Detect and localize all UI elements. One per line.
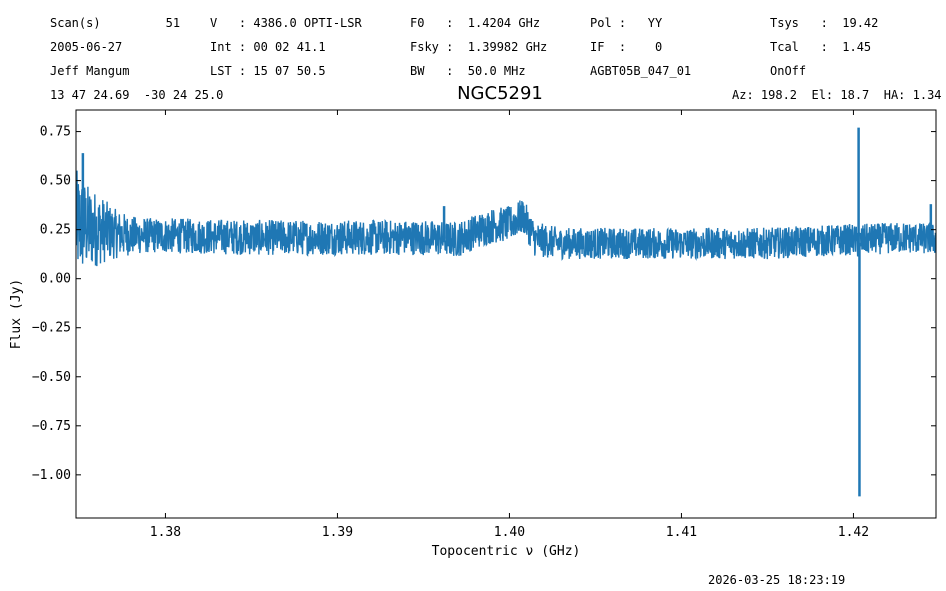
plot-area: [76, 127, 936, 497]
y-tick-label: 0.50: [40, 174, 71, 189]
sky-frequency-label: Fsky : 1.39982 GHz: [410, 40, 548, 54]
tcal-label: Tcal : 1.45: [770, 40, 872, 54]
bandwidth-label: BW : 50.0 MHz: [410, 64, 526, 78]
y-tick-label: 0.00: [40, 272, 71, 287]
project-label: AGBT05B_047_01: [590, 64, 692, 78]
y-tick-label: −1.00: [32, 468, 71, 483]
observer-label: Jeff Mangum: [50, 64, 130, 78]
y-tick-label: −0.75: [32, 419, 71, 434]
x-axis-label: Topocentric ν (GHz): [432, 544, 581, 559]
if-label: IF : 0: [590, 40, 663, 54]
y-axis-label: Flux (Jy): [9, 279, 24, 349]
y-tick-label: −0.25: [32, 321, 71, 336]
lst-label: LST : 15 07 50.5: [210, 64, 326, 78]
procedure-label: OnOff: [770, 64, 807, 78]
x-tick-label: 1.38: [150, 525, 181, 540]
date-label: 2005-06-27: [50, 40, 123, 54]
y-tick-label: 0.75: [40, 125, 71, 140]
axes-frame: [75, 109, 937, 519]
x-tick-label: 1.42: [838, 525, 869, 540]
y-tick-label: −0.50: [32, 370, 71, 385]
integration-label: Int : 00 02 41.1: [210, 40, 326, 54]
x-tick-label: 1.40: [494, 525, 525, 540]
pointing-label: Az: 198.2 El: 18.7 HA: 1.34: [732, 88, 942, 102]
tsys-label: Tsys : 19.42: [770, 16, 879, 30]
x-tick-label: 1.39: [322, 525, 353, 540]
timestamp: 2026-03-25 18:23:19: [708, 573, 846, 587]
flux-series-line: [76, 170, 936, 267]
rest-frequency-label: F0 : 1.4204 GHz: [410, 16, 541, 30]
axis-ticks: 1.38 1.39 1.40 1.41 1.42 0.75 0.50 0.25 0.00 −0.2…: [32, 110, 936, 540]
x-tick-label: 1.41: [666, 525, 697, 540]
polarization-label: Pol : YY: [590, 16, 663, 30]
velocity-label: V : 4386.0 OPTI-LSR: [210, 16, 362, 30]
chart-title: NGC5291: [457, 83, 543, 104]
y-tick-label: 0.25: [40, 223, 71, 238]
scan-label: Scan(s) 51: [50, 16, 181, 30]
source-coords-label: 13 47 24.69 -30 24 25.0: [50, 88, 224, 102]
